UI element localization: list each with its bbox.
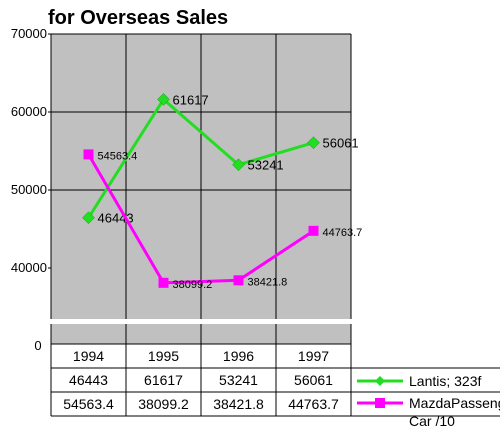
table-cell: 46443 (69, 372, 108, 388)
legend-label: Car /10 (409, 413, 455, 429)
y-tick-label: 0 (34, 338, 41, 353)
table-cell: 53241 (219, 372, 258, 388)
data-label: 54563.4 (98, 150, 138, 162)
y-tick-label: 50000 (11, 182, 47, 197)
y-tick-label: 70000 (11, 26, 47, 41)
data-point (157, 93, 170, 106)
series-line (87, 97, 314, 219)
chart-title: for Overseas Sales (48, 7, 228, 29)
y-tick-label: 60000 (11, 104, 47, 119)
data-label: 61617 (173, 92, 209, 107)
data-point (307, 136, 320, 150)
legend-marker (375, 376, 385, 386)
y-tick-label: 40000 (11, 260, 47, 275)
data-point (233, 275, 244, 286)
data-point (308, 225, 319, 236)
data-point (82, 211, 95, 225)
x-tick-label: 1995 (148, 348, 179, 364)
table-cell: 44763.7 (288, 396, 339, 412)
x-tick-label: 1994 (73, 348, 104, 364)
series-line (87, 153, 315, 285)
data-point (83, 149, 94, 160)
table-cell: 54563.4 (63, 396, 114, 412)
table-cell: 56061 (294, 372, 333, 388)
data-point (232, 158, 245, 172)
data-label: 44763.7 (323, 227, 363, 239)
data-label: 53241 (248, 158, 284, 173)
data-label: 38099.2 (173, 279, 213, 291)
data-label: 56061 (323, 136, 359, 151)
legend-label: Lantis; 323f (409, 373, 481, 389)
table-cell: 38421.8 (213, 396, 264, 412)
table-cell: 61617 (144, 372, 183, 388)
x-tick-label: 1997 (298, 348, 329, 364)
x-tick-label: 1996 (223, 348, 254, 364)
data-label: 38421.8 (248, 276, 288, 288)
legend-marker (375, 398, 385, 408)
table-cell: 38099.2 (138, 396, 189, 412)
data-point (158, 277, 169, 288)
legend-label: MazdaPassenger (409, 395, 500, 411)
